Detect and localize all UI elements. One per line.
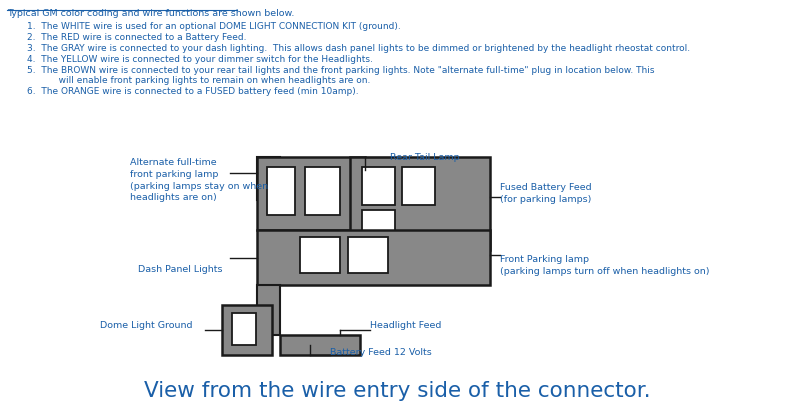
Bar [267, 167, 295, 215]
Text: 4.  The YELLOW wire is connected to your dimmer switch for the Headlights.: 4. The YELLOW wire is connected to your … [27, 55, 373, 64]
Bar [257, 285, 280, 335]
Text: Headlight Feed: Headlight Feed [370, 321, 441, 330]
Bar [257, 157, 365, 230]
Text: Battery Feed 12 Volts: Battery Feed 12 Volts [330, 348, 432, 357]
Bar [402, 167, 435, 205]
Text: 2.  The RED wire is connected to a Battery Feed.: 2. The RED wire is connected to a Batter… [27, 33, 246, 42]
Bar [350, 157, 490, 250]
Bar [257, 230, 490, 285]
Bar [280, 335, 360, 355]
Text: View from the wire entry side of the connector.: View from the wire entry side of the con… [144, 381, 650, 401]
Text: Dome Light Ground: Dome Light Ground [100, 321, 192, 330]
Text: Fused Battery Feed
(for parking lamps): Fused Battery Feed (for parking lamps) [500, 183, 591, 204]
Text: Front Parking lamp
(parking lamps turn off when headlights on): Front Parking lamp (parking lamps turn o… [500, 255, 709, 276]
Text: 5.  The BROWN wire is connected to your rear tail lights and the front parking l: 5. The BROWN wire is connected to your r… [27, 66, 654, 75]
Bar [300, 237, 340, 273]
Text: Rear Tail Lamp: Rear Tail Lamp [390, 153, 460, 162]
Text: 1.  The WHITE wire is used for an optional DOME LIGHT CONNECTION KIT (ground).: 1. The WHITE wire is used for an optiona… [27, 22, 401, 31]
Bar [222, 305, 272, 355]
Text: 3.  The GRAY wire is connected to your dash lighting.  This allows dash panel li: 3. The GRAY wire is connected to your da… [27, 44, 690, 53]
Text: 6.  The ORANGE wire is connected to a FUSED battery feed (min 10amp).: 6. The ORANGE wire is connected to a FUS… [27, 87, 359, 96]
Bar [362, 167, 395, 205]
Text: will enable front parking lights to remain on when headlights are on.: will enable front parking lights to rema… [27, 76, 370, 85]
Text: Typical GM color coding and wire functions are shown below.: Typical GM color coding and wire functio… [7, 9, 294, 18]
Bar [257, 157, 280, 200]
Bar [362, 210, 395, 245]
Bar [305, 167, 340, 215]
Text: Alternate full-time
front parking lamp
(parking lamps stay on when
headlights ar: Alternate full-time front parking lamp (… [130, 158, 268, 202]
Bar [232, 313, 256, 345]
Bar [348, 237, 388, 273]
Text: Dash Panel Lights: Dash Panel Lights [138, 265, 223, 274]
